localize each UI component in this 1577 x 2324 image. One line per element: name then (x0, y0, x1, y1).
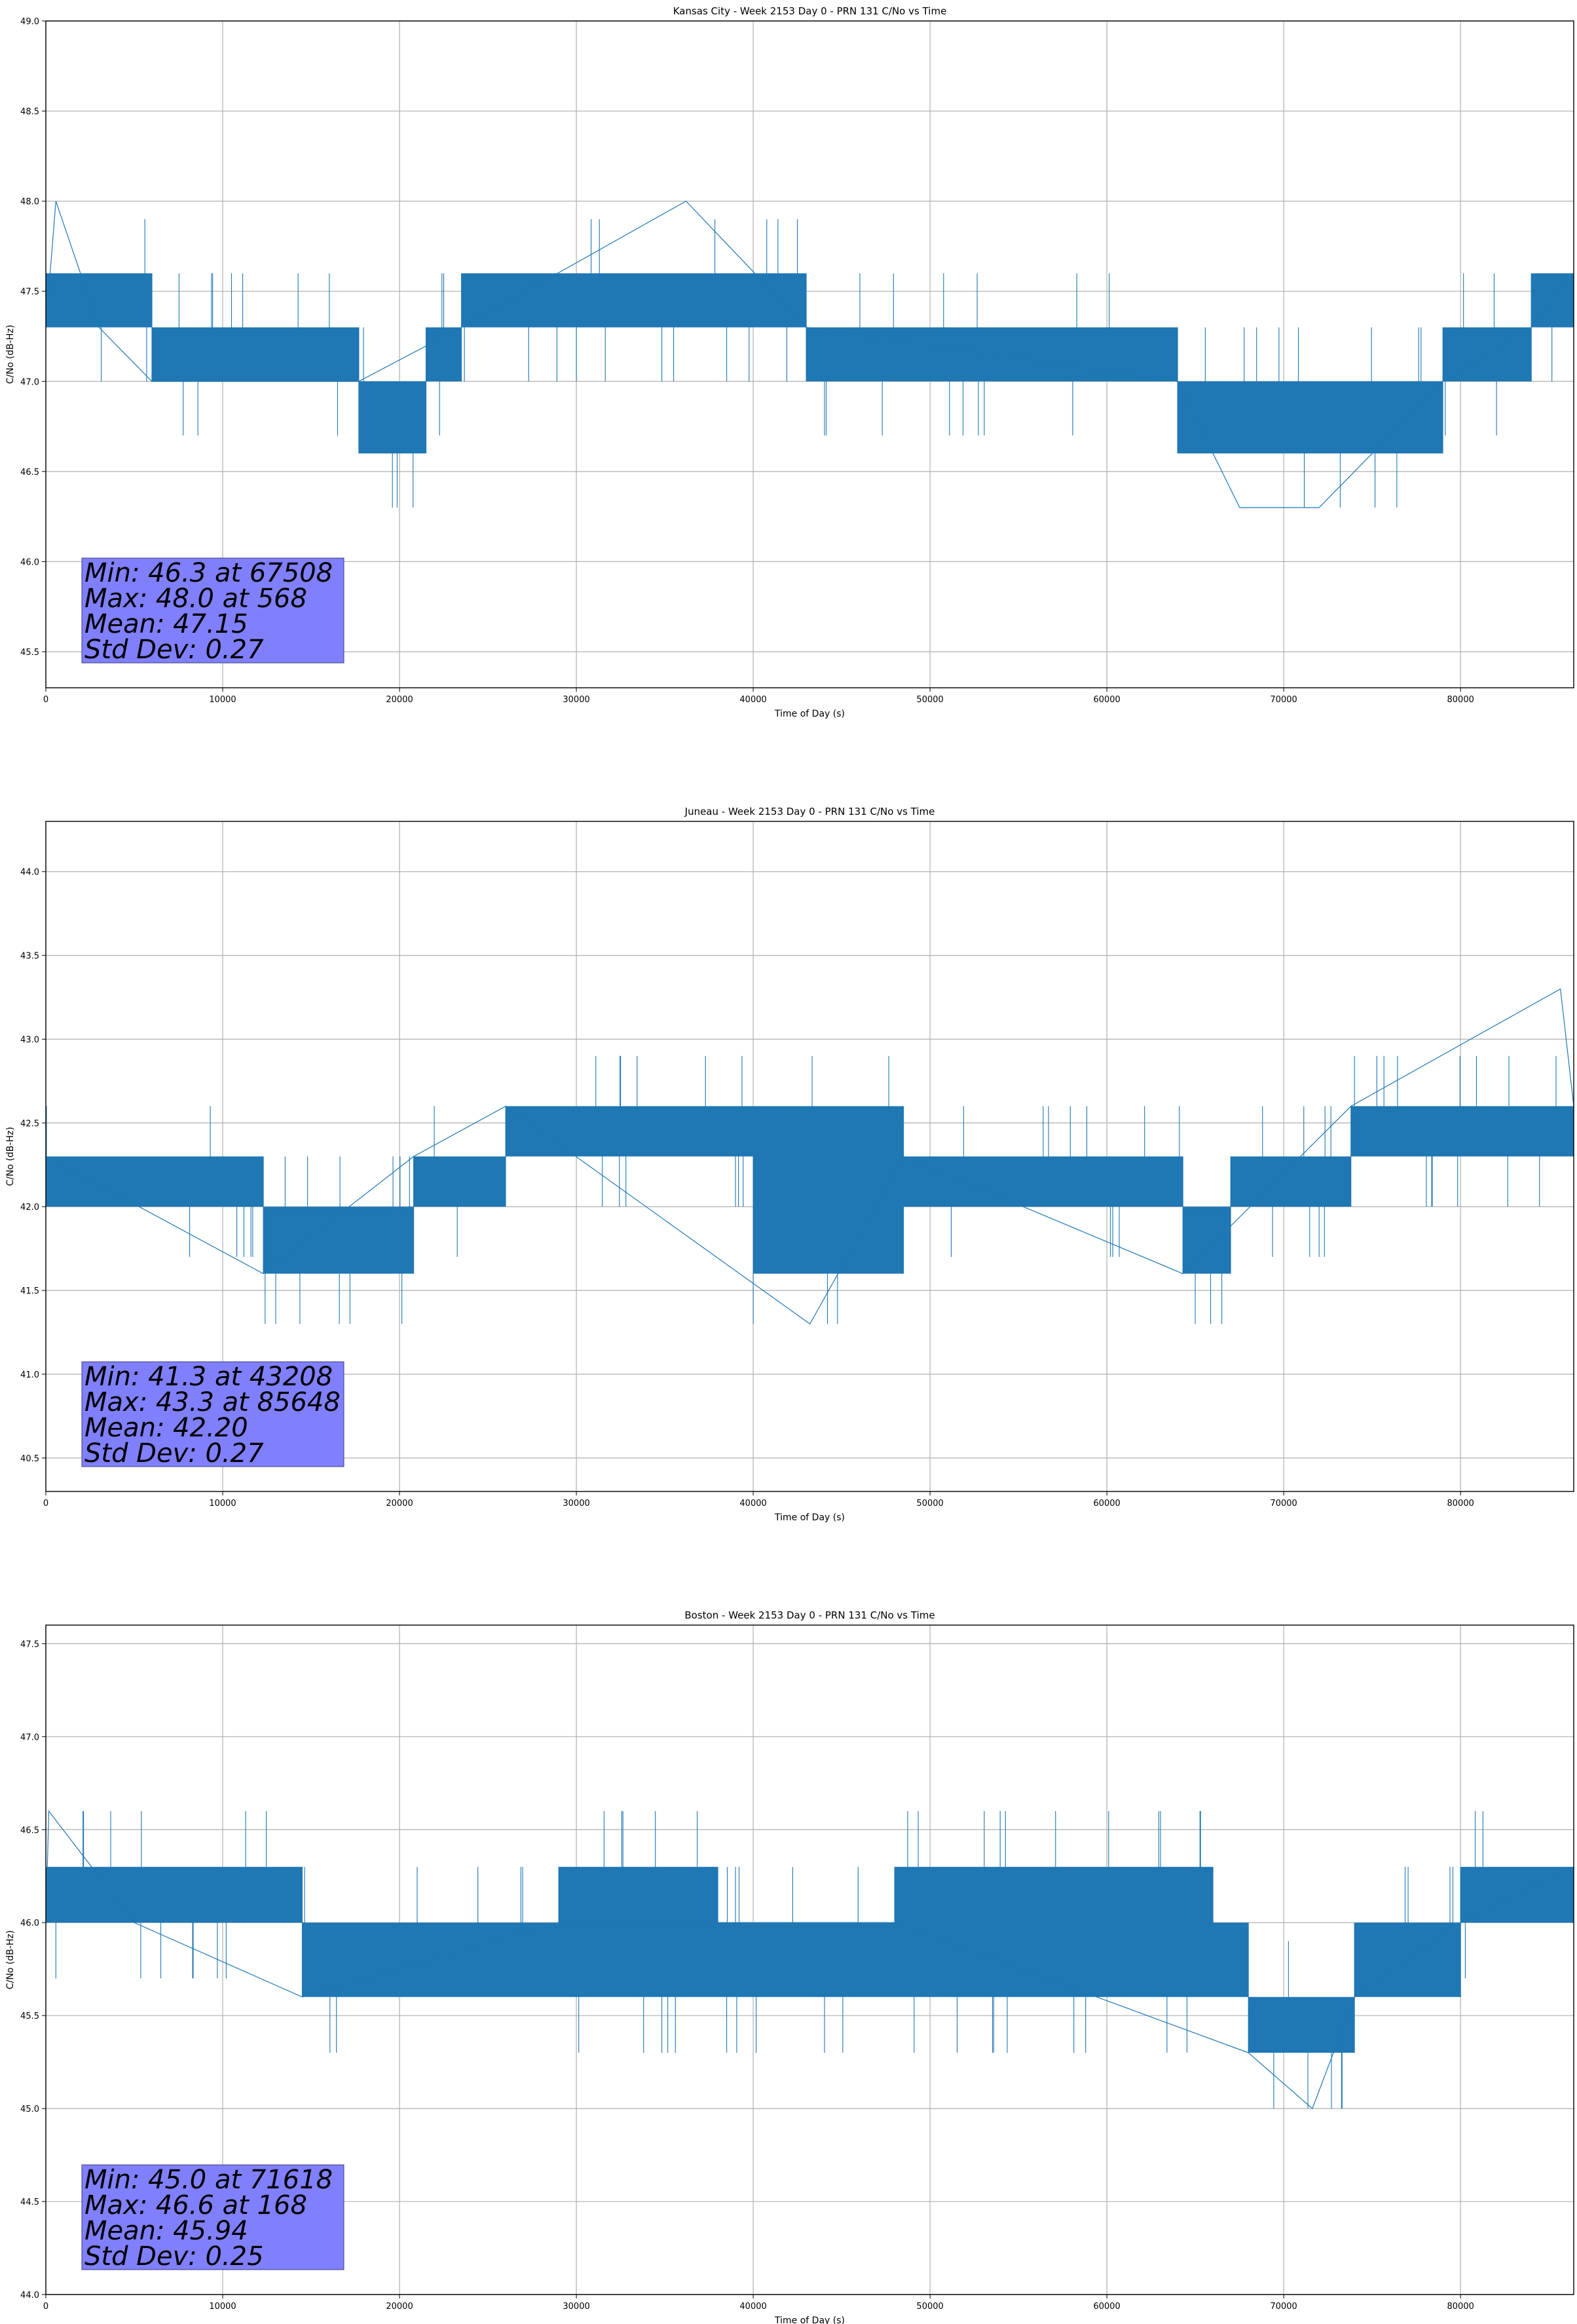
chart-title: Juneau - Week 2153 Day 0 - PRN 131 C/No … (684, 806, 935, 817)
y-tick-label: 46.0 (20, 1919, 39, 1928)
x-tick-label: 70000 (1270, 695, 1297, 705)
y-axis-label: C/No (dB-Hz) (5, 325, 16, 384)
y-tick-label: 44.5 (20, 2198, 39, 2207)
x-axis-label: Time of Day (s) (774, 709, 845, 719)
series-cno (45, 1810, 1574, 2110)
stats-line: Std Dev: 0.27 (84, 1438, 264, 1469)
plot-frame (45, 20, 1574, 688)
y-tick-label: 47.0 (20, 1733, 39, 1742)
chart-panel-1: 0 10000 20000 30000 40000 50000 60000 70000 8000… (5, 5, 1574, 719)
x-tick-label: 0 (43, 2302, 48, 2312)
stats-box-background (81, 557, 344, 664)
y-tick-label: 42.5 (20, 1119, 39, 1129)
stats-line: Max: 43.3 at 85648 (84, 1387, 341, 1417)
x-tick-label: 40000 (739, 1499, 766, 1509)
x-tick-label: 50000 (916, 2302, 943, 2312)
stats-line: Min: 45.0 at 71618 (84, 2165, 333, 2195)
chart-title: Kansas City - Week 2153 Day 0 - PRN 131 … (673, 5, 947, 17)
plot-frame (45, 821, 1574, 1492)
x-tick-label: 50000 (916, 695, 943, 705)
x-tick-label: 80000 (1447, 2302, 1474, 2312)
y-tick-label: 41.0 (20, 1370, 39, 1380)
y-tick-label: 44.0 (20, 868, 39, 878)
x-tick-label: 60000 (1093, 1499, 1120, 1509)
y-tick-label: 41.5 (20, 1286, 39, 1296)
x-tick-label: 70000 (1270, 2302, 1297, 2312)
chart-title: Boston - Week 2153 Day 0 - PRN 131 C/No … (684, 1609, 935, 1621)
y-tick-label: 48.0 (20, 197, 39, 207)
x-tick-label: 30000 (563, 1499, 589, 1509)
y-tick-label: 44.0 (20, 2291, 39, 2300)
x-axis-label: Time of Day (s) (774, 2315, 845, 2324)
x-axis-label: Time of Day (s) (774, 1512, 845, 1523)
y-tick-label: 47.5 (20, 288, 39, 297)
y-tick-label: 46.5 (20, 1826, 39, 1835)
y-tick-label: 46.5 (20, 468, 39, 478)
y-tick-label: 45.0 (20, 2105, 39, 2114)
x-tick-label: 60000 (1093, 695, 1120, 705)
stats-box-background (81, 2164, 344, 2270)
series-band (45, 219, 1574, 508)
x-tick-label: 80000 (1447, 1499, 1474, 1509)
x-tick-label: 10000 (209, 2302, 236, 2312)
y-tick-label: 43.0 (20, 1035, 39, 1045)
y-tick-label: 49.0 (20, 17, 39, 27)
y-axis-label: C/No (dB-Hz) (5, 1930, 16, 1989)
y-tick-label: 45.5 (20, 2012, 39, 2021)
x-tick-label: 20000 (386, 2302, 413, 2312)
x-tick-label: 80000 (1447, 695, 1474, 705)
x-tick-label: 40000 (739, 2302, 766, 2312)
y-tick-label: 43.5 (20, 952, 39, 962)
stats-line: Max: 46.6 at 168 (84, 2190, 307, 2221)
series-band (45, 1056, 1574, 1324)
plot-frame (45, 1624, 1574, 2295)
x-tick-label: 20000 (386, 695, 413, 705)
x-tick-label: 70000 (1270, 1499, 1297, 1509)
x-tick-label: 20000 (386, 1499, 413, 1509)
series-trace (45, 988, 1574, 1325)
series-trace (45, 200, 1574, 508)
x-tick-label: 30000 (563, 695, 589, 705)
chart-panel-3: 0 10000 20000 30000 40000 50000 60000 70000 8000… (5, 1609, 1574, 2324)
stats-line: Min: 46.3 at 67508 (84, 558, 333, 588)
stats-line: Min: 41.3 at 43208 (84, 1362, 333, 1392)
x-tick-label: 30000 (563, 2302, 589, 2312)
y-tick-label: 40.5 (20, 1454, 39, 1464)
y-tick-label: 48.5 (20, 107, 39, 117)
series-cno (45, 988, 1574, 1325)
y-tick-label: 45.5 (20, 648, 39, 658)
stats-line: Mean: 47.15 (84, 609, 248, 639)
series-band (45, 1810, 1574, 2109)
y-tick-label: 47.0 (20, 377, 39, 387)
series-trace (45, 1810, 1574, 2110)
x-tick-label: 40000 (739, 695, 766, 705)
stats-line: Mean: 42.20 (84, 1413, 248, 1443)
x-tick-label: 0 (43, 1499, 48, 1509)
chart-panel-2: 0 10000 20000 30000 40000 50000 60000 70000 8000… (5, 806, 1574, 1523)
x-tick-label: 10000 (209, 695, 236, 705)
stats-line: Max: 48.0 at 568 (84, 584, 307, 614)
x-tick-label: 60000 (1093, 2302, 1120, 2312)
y-tick-label: 42.0 (20, 1203, 39, 1212)
series-cno (45, 200, 1574, 508)
x-tick-label: 50000 (916, 1499, 943, 1509)
stats-line: Std Dev: 0.25 (84, 2241, 264, 2272)
y-tick-label: 46.0 (20, 557, 39, 567)
x-tick-label: 10000 (209, 1499, 236, 1509)
stats-line: Mean: 45.94 (84, 2216, 248, 2246)
stats-box-background (81, 1361, 344, 1467)
stats-line: Std Dev: 0.27 (84, 635, 264, 665)
y-tick-label: 47.5 (20, 1640, 39, 1649)
y-axis-label: C/No (dB-Hz) (5, 1127, 16, 1186)
x-tick-label: 0 (43, 695, 48, 705)
